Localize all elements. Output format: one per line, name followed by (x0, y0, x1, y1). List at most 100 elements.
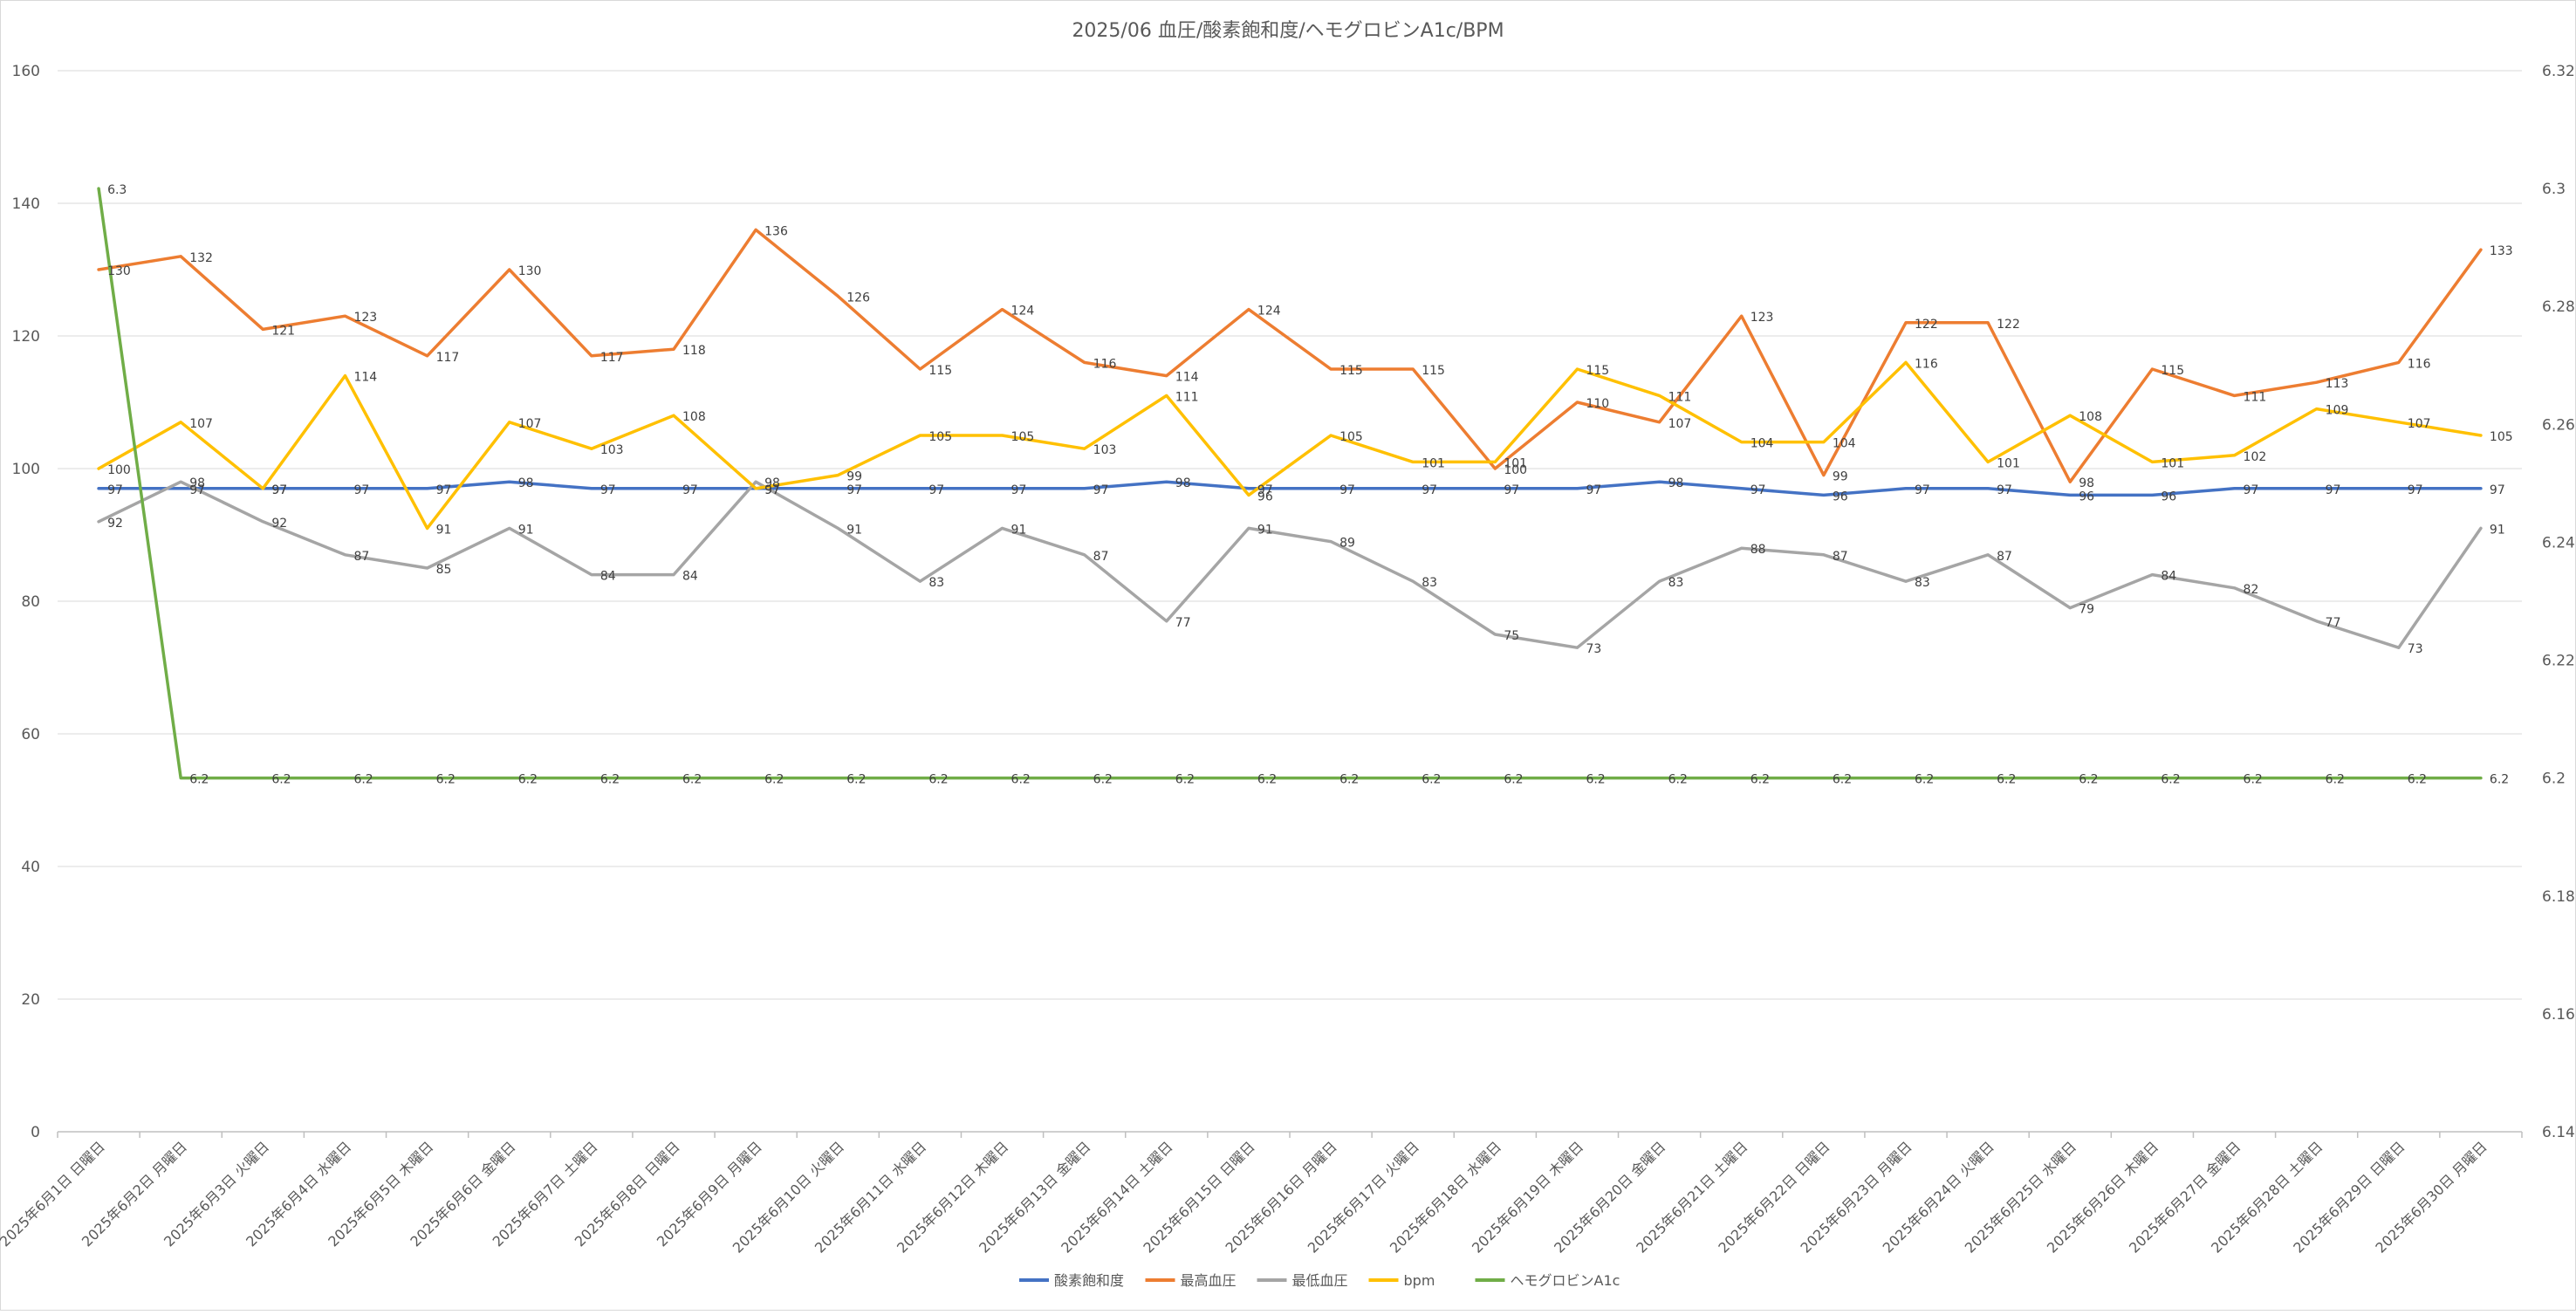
data-label: 97 (1011, 483, 1027, 497)
y-right-tick-label: 6.32 (2542, 63, 2575, 80)
data-label: 109 (2326, 404, 2349, 418)
data-label: 6.2 (1915, 773, 1934, 787)
series-lines (97, 187, 2483, 780)
data-label: 97 (2408, 483, 2423, 497)
series-line-4 (97, 360, 2483, 531)
data-label: 107 (189, 417, 213, 431)
data-label: 97 (1093, 483, 1109, 497)
data-label: 98 (189, 476, 205, 490)
data-label: 6.2 (682, 773, 702, 787)
data-label: 6.2 (1257, 773, 1277, 787)
data-label: 97 (600, 483, 616, 497)
data-label: 73 (2408, 642, 2423, 656)
data-label: 113 (2326, 377, 2349, 391)
series-line-2 (97, 228, 2483, 483)
data-label: 123 (353, 311, 377, 325)
data-label: 6.2 (600, 773, 620, 787)
data-label: 84 (2161, 570, 2176, 584)
legend-label: 最低血圧 (1292, 1272, 1348, 1289)
data-label: 92 (271, 517, 287, 531)
y-right-tick-label: 6.14 (2542, 1124, 2575, 1141)
data-label: 107 (518, 417, 542, 431)
data-label: 101 (1422, 456, 1445, 470)
data-label: 6.2 (1504, 773, 1523, 787)
data-label: 97 (764, 483, 780, 497)
legend-label: 酸素飽和度 (1054, 1272, 1124, 1289)
y-left-tick-label: 20 (21, 991, 40, 1009)
data-label: 6.2 (2161, 773, 2180, 787)
y-left-tick-label: 0 (31, 1124, 40, 1141)
data-label: 105 (1011, 430, 1035, 444)
data-label: 118 (682, 344, 706, 358)
data-label: 6.2 (189, 773, 209, 787)
data-label: 83 (928, 576, 944, 590)
data-label: 6.2 (436, 773, 456, 787)
data-label: 97 (189, 483, 205, 497)
data-label: 82 (2244, 583, 2259, 597)
y-right-tick-label: 6.28 (2542, 298, 2575, 316)
data-label: 97 (436, 483, 452, 497)
data-label: 77 (1175, 616, 1191, 630)
y-left-tick-label: 140 (12, 195, 40, 213)
data-label: 96 (1833, 490, 1848, 503)
data-label: 124 (1011, 305, 1035, 318)
data-label: 110 (1586, 397, 1609, 411)
data-label: 6.2 (2408, 773, 2427, 787)
data-label: 97 (1257, 483, 1273, 497)
data-label: 101 (1504, 456, 1527, 470)
data-label: 91 (436, 523, 452, 537)
data-label: 91 (1257, 523, 1273, 537)
data-label: 105 (2490, 430, 2513, 444)
data-label: 6.2 (518, 773, 538, 787)
data-label: 6.2 (1997, 773, 2016, 787)
data-label: 6.2 (353, 773, 373, 787)
data-label: 6.2 (1833, 773, 1852, 787)
data-label: 108 (682, 410, 706, 424)
y-right-tick-label: 6.2 (2542, 771, 2566, 788)
data-label: 111 (1175, 390, 1199, 404)
data-label: 115 (1586, 364, 1609, 378)
legend-label: 最高血圧 (1181, 1272, 1237, 1289)
data-label: 115 (928, 364, 952, 378)
data-label: 100 (107, 463, 131, 477)
data-label: 6.2 (2244, 773, 2263, 787)
data-label: 97 (1750, 483, 1766, 497)
data-label: 99 (1833, 470, 1848, 484)
data-label: 97 (1915, 483, 1930, 497)
data-label: 6.2 (2326, 773, 2345, 787)
data-label: 116 (1915, 357, 1938, 371)
data-label: 116 (1093, 357, 1117, 371)
data-label: 97 (271, 483, 287, 497)
data-label: 102 (2244, 450, 2267, 464)
data-label: 6.2 (1422, 773, 1441, 787)
data-label: 98 (1668, 476, 1684, 490)
data-label: 75 (1504, 629, 1519, 643)
data-label: 84 (600, 570, 616, 584)
data-label: 117 (600, 351, 624, 365)
data-label: 98 (2079, 476, 2094, 490)
data-label: 103 (1093, 443, 1117, 457)
chart-title: 2025/06 血圧/酸素飽和度/ヘモグロビンA1c/BPM (1072, 20, 1504, 42)
data-label: 79 (2079, 603, 2094, 617)
data-label: 97 (2490, 483, 2505, 497)
data-label: 97 (928, 483, 944, 497)
data-label: 6.2 (1668, 773, 1688, 787)
data-label: 130 (107, 264, 131, 278)
data-label: 123 (1750, 311, 1774, 325)
data-label: 107 (1668, 417, 1692, 431)
data-label: 87 (353, 550, 369, 564)
data-label: 132 (189, 251, 213, 265)
data-label: 100 (1504, 463, 1527, 477)
data-label: 124 (1257, 305, 1281, 318)
data-label: 89 (1339, 537, 1355, 551)
series-line-5 (97, 187, 2483, 780)
data-label: 85 (436, 563, 452, 577)
data-label: 104 (1833, 437, 1856, 451)
data-label: 126 (846, 291, 870, 305)
data-label: 98 (764, 476, 780, 490)
data-label: 101 (1997, 456, 2020, 470)
series-line-1 (97, 480, 2483, 497)
data-label: 96 (2161, 490, 2176, 503)
